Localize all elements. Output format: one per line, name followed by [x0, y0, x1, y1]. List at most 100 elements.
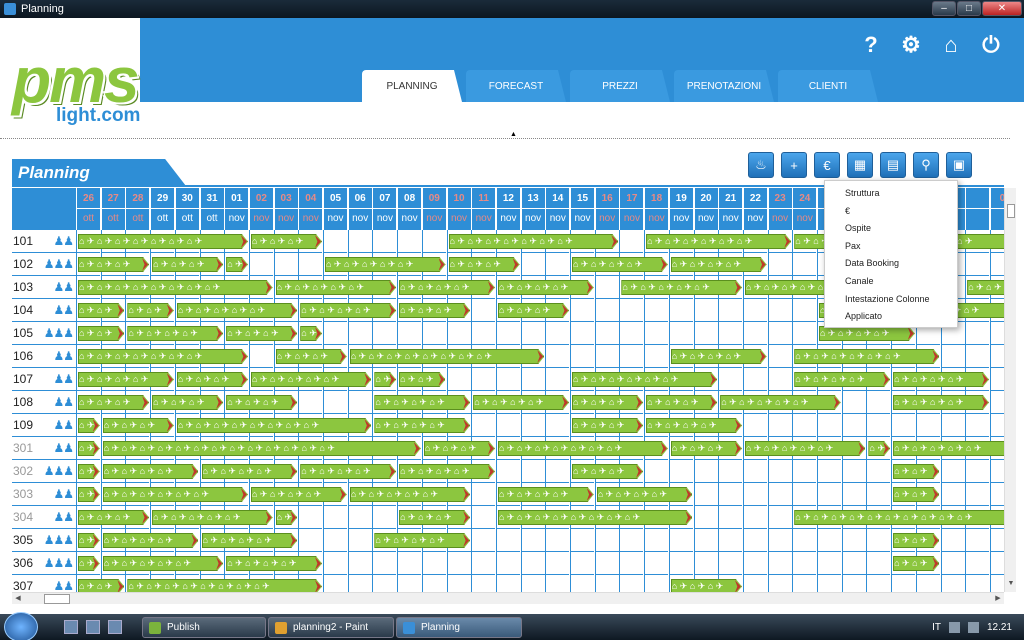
booking-bar[interactable]: ⌂ ✈ ⌂ ✈ [893, 487, 939, 502]
grid-cell[interactable] [100, 437, 125, 460]
grid-cell[interactable] [792, 368, 817, 391]
booking-bar[interactable]: ⌂ ✈ ⌂ ✈ ⌂ ✈ [967, 280, 1004, 295]
menu-item[interactable]: Canale [845, 275, 874, 286]
excel-export-button[interactable]: ▣ [946, 152, 972, 178]
day-header[interactable]: 16 nov [594, 188, 619, 230]
grid-cell[interactable] [718, 529, 743, 552]
grid-cell[interactable] [397, 575, 421, 592]
grid-cell[interactable] [76, 322, 100, 345]
tab-planning[interactable]: PLANNING [362, 70, 462, 102]
grid-cell[interactable] [347, 483, 372, 506]
grid-cell[interactable] [298, 299, 323, 322]
booking-bar[interactable]: ⌂ ✈ ⌂ ✈ ⌂ ✈ ⌂ ✈ [794, 372, 890, 387]
booking-bar[interactable]: ⌂ ✈ [78, 441, 100, 456]
grid-cell[interactable] [372, 552, 397, 575]
grid-cell[interactable] [668, 460, 693, 483]
vertical-scroll-thumb[interactable] [1007, 204, 1015, 218]
day-header[interactable]: 18 nov [644, 188, 669, 230]
grid-cell[interactable] [742, 276, 767, 299]
booking-bar[interactable]: ⌂ ✈ ⌂ ✈ ⌂ ✈ [152, 257, 223, 272]
room-label[interactable]: 107 ♟♟ [12, 368, 76, 391]
room-label[interactable]: 305 ♟♟♟ [12, 529, 76, 552]
day-header[interactable]: 15 nov [570, 188, 594, 230]
grid-cell[interactable] [668, 552, 693, 575]
booking-bar[interactable]: ⌂ ✈ [276, 510, 298, 525]
grid-cell[interactable] [866, 529, 891, 552]
grid-cell[interactable] [742, 506, 767, 529]
grid-cell[interactable] [668, 345, 693, 368]
network-icon[interactable] [948, 621, 960, 633]
room-label[interactable]: 302 ♟♟♟ [12, 460, 76, 483]
grid-cell[interactable] [347, 322, 372, 345]
grid-cell[interactable] [570, 575, 594, 592]
booking-bar[interactable]: ⌂ ✈ ⌂ ✈ ⌂ ✈ ⌂ ✈ [127, 326, 223, 341]
grid-cell[interactable] [446, 230, 471, 253]
grid-cell[interactable] [495, 322, 520, 345]
grid-cell[interactable] [767, 299, 792, 322]
collapse-arrow-icon[interactable]: ▲ [510, 131, 517, 138]
grid-cell[interactable] [866, 414, 891, 437]
day-header[interactable]: 24 nov [792, 188, 817, 230]
grid-cell[interactable] [989, 391, 1004, 414]
grid-cell[interactable] [742, 414, 767, 437]
vertical-scrollbar[interactable]: ▼ [1004, 188, 1016, 592]
grid-cell[interactable] [989, 414, 1004, 437]
booking-bar[interactable]: ⌂ ✈ ⌂ ✈ ⌂ ✈ [646, 395, 717, 410]
grid-cell[interactable] [495, 552, 520, 575]
grid-cell[interactable] [446, 322, 471, 345]
grid-cell[interactable] [644, 299, 669, 322]
grid-cell[interactable] [594, 276, 619, 299]
grid-cell[interactable] [817, 414, 841, 437]
booking-bar[interactable]: ⌂ ✈ ⌂ ✈ ⌂ ✈ ⌂ ✈ [572, 257, 668, 272]
price-list-button[interactable]: € [814, 152, 840, 178]
grid-cell[interactable] [767, 506, 792, 529]
grid-cell[interactable] [841, 552, 866, 575]
grid-cell[interactable] [866, 483, 891, 506]
taskbar-item[interactable]: Publish [142, 617, 266, 638]
room-label[interactable]: 103 ♟♟ [12, 276, 76, 299]
grid-cell[interactable] [397, 322, 422, 345]
grid-cell[interactable] [76, 230, 100, 253]
room-label[interactable]: 108 ♟♟ [12, 391, 76, 414]
grid-cell[interactable] [495, 529, 520, 552]
grid-cell[interactable] [273, 345, 298, 368]
grid-cell[interactable] [76, 483, 100, 506]
grid-cell[interactable] [150, 391, 175, 414]
booking-bar[interactable]: ⌂ ✈ [374, 372, 396, 387]
grid-cell[interactable] [841, 460, 866, 483]
grid-cell[interactable] [495, 368, 520, 391]
grid-cell[interactable] [718, 299, 743, 322]
grid-cell[interactable] [495, 414, 520, 437]
booking-bar[interactable]: ⌂ ✈ ⌂ ✈ [399, 372, 445, 387]
grid-cell[interactable] [718, 460, 743, 483]
day-header[interactable]: 01 nov [224, 188, 249, 230]
grid-cell[interactable] [76, 552, 100, 575]
grid-cell[interactable] [817, 322, 841, 345]
booking-bar[interactable]: ⌂ ✈ ⌂ ✈ ⌂ ✈ ⌂ ✈ ⌂ ✈ [276, 280, 397, 295]
grid-cell[interactable] [792, 345, 817, 368]
grid-cell[interactable] [767, 322, 792, 345]
grid-cell[interactable] [520, 368, 545, 391]
grid-cell[interactable] [891, 460, 916, 483]
grid-cell[interactable] [76, 460, 100, 483]
grid-cell[interactable] [421, 322, 446, 345]
grid-cell[interactable] [347, 575, 372, 592]
grid-cell[interactable] [372, 230, 397, 253]
grid-cell[interactable] [397, 276, 422, 299]
grid-cell[interactable] [397, 299, 422, 322]
grid-cell[interactable] [891, 552, 916, 575]
booking-bar[interactable]: ⌂ ✈ ⌂ ✈ ⌂ ✈ ⌂ ✈ [498, 280, 594, 295]
booking-bar[interactable]: ⌂ ✈ ⌂ ✈ ⌂ ✈ ⌂ ✈ [893, 372, 989, 387]
grid-cell[interactable] [792, 552, 817, 575]
day-header[interactable]: 10 nov [446, 188, 471, 230]
add-booking-button[interactable]: + [781, 152, 807, 178]
grid-cell[interactable] [125, 575, 149, 592]
grid-cell[interactable] [817, 483, 841, 506]
booking-bar[interactable]: ⌂ ✈ ⌂ ✈ ⌂ ✈ [498, 303, 569, 318]
grid-cell[interactable] [545, 368, 570, 391]
grid-cell[interactable] [841, 391, 866, 414]
close-icon[interactable]: ✕ [982, 1, 1022, 16]
booking-bar[interactable]: ⌂ ✈ ⌂ ✈ ⌂ ✈ ⌂ ✈ [202, 464, 298, 479]
grid-cell[interactable] [718, 483, 743, 506]
menu-item[interactable]: € [845, 205, 851, 216]
